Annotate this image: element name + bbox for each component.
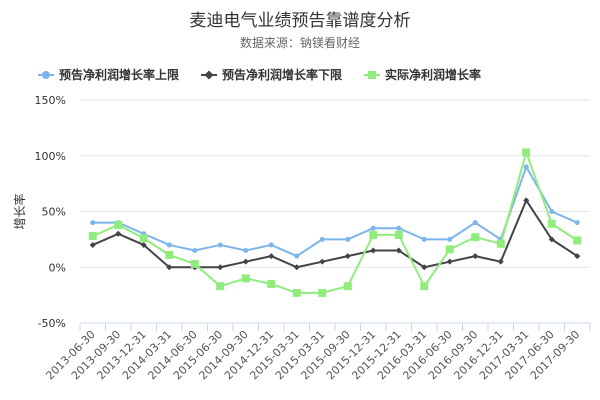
point-marker bbox=[319, 236, 325, 242]
point-marker bbox=[268, 253, 275, 260]
point-marker bbox=[445, 245, 454, 254]
point-marker bbox=[166, 264, 173, 271]
y-tick-label: 150% bbox=[35, 94, 66, 107]
point-marker bbox=[447, 236, 453, 242]
point-marker bbox=[343, 282, 352, 291]
point-marker bbox=[573, 236, 582, 245]
point-marker bbox=[421, 236, 427, 242]
legend-label-lower: 预告净利润增长率下限 bbox=[222, 68, 343, 82]
legend-swatch-lower bbox=[201, 69, 218, 80]
point-marker bbox=[471, 233, 480, 242]
point-marker bbox=[293, 264, 300, 271]
point-marker bbox=[370, 247, 377, 254]
point-marker bbox=[472, 253, 479, 260]
point-marker bbox=[395, 247, 402, 254]
point-marker bbox=[115, 230, 122, 237]
point-marker bbox=[140, 241, 147, 248]
point-marker bbox=[268, 242, 274, 248]
point-marker bbox=[547, 219, 556, 228]
point-marker bbox=[242, 258, 249, 265]
point-marker bbox=[370, 225, 376, 231]
y-tick-label: -50% bbox=[38, 317, 66, 330]
legend-swatch-actual bbox=[364, 70, 381, 80]
legend-label-actual: 实际净利润增长率 bbox=[385, 68, 482, 82]
point-marker bbox=[165, 250, 174, 259]
chart-subtitle: 数据来源：钠镁看财经 bbox=[239, 36, 360, 50]
point-marker bbox=[522, 148, 531, 157]
series-line-2 bbox=[92, 199, 578, 269]
point-marker bbox=[292, 288, 301, 297]
y-axis-title: 增长率 bbox=[12, 193, 27, 229]
series-line-3 bbox=[92, 151, 578, 294]
point-marker bbox=[396, 225, 402, 231]
point-marker bbox=[344, 253, 351, 260]
chart-title: 麦迪电气业绩预告靠谱度分析 bbox=[189, 11, 411, 31]
point-marker bbox=[574, 253, 581, 260]
point-marker bbox=[318, 288, 327, 297]
point-marker bbox=[548, 236, 555, 243]
point-marker bbox=[216, 282, 225, 291]
y-tick-label: 50% bbox=[42, 206, 66, 219]
legend-item-upper[interactable]: 预告净利润增长率上限 bbox=[38, 66, 179, 83]
point-marker bbox=[319, 258, 326, 265]
point-marker bbox=[497, 258, 504, 265]
point-marker bbox=[369, 230, 378, 239]
point-marker bbox=[267, 279, 276, 288]
point-marker bbox=[496, 239, 505, 248]
point-marker bbox=[241, 274, 250, 283]
y-tick-label: 100% bbox=[35, 150, 66, 163]
point-marker bbox=[166, 242, 172, 248]
point-marker bbox=[88, 232, 97, 241]
point-marker bbox=[420, 282, 429, 291]
point-marker bbox=[139, 234, 148, 243]
point-marker bbox=[523, 197, 530, 204]
point-marker bbox=[345, 236, 351, 242]
point-marker bbox=[574, 220, 580, 226]
chart-legend: 预告净利润增长率上限 预告净利润增长率下限 实际净利润增长率 bbox=[38, 66, 481, 83]
point-marker bbox=[472, 220, 478, 226]
point-marker bbox=[90, 220, 96, 226]
point-marker bbox=[89, 241, 96, 248]
point-marker bbox=[446, 258, 453, 265]
point-marker bbox=[217, 264, 224, 271]
point-marker bbox=[294, 253, 300, 259]
point-marker bbox=[243, 248, 249, 254]
series-line-1 bbox=[92, 165, 578, 258]
legend-item-lower[interactable]: 预告净利润增长率下限 bbox=[201, 66, 342, 83]
point-marker bbox=[394, 230, 403, 239]
point-marker bbox=[190, 259, 199, 268]
point-marker bbox=[421, 264, 428, 271]
legend-label-upper: 预告净利润增长率上限 bbox=[59, 68, 180, 82]
point-marker bbox=[217, 242, 223, 248]
legend-item-actual[interactable]: 实际净利润增长率 bbox=[364, 66, 481, 83]
point-marker bbox=[549, 209, 555, 214]
legend-swatch-upper bbox=[38, 70, 54, 80]
point-marker bbox=[523, 164, 529, 170]
y-tick-label: 0% bbox=[49, 261, 66, 274]
point-marker bbox=[114, 220, 123, 229]
point-marker bbox=[192, 248, 198, 254]
